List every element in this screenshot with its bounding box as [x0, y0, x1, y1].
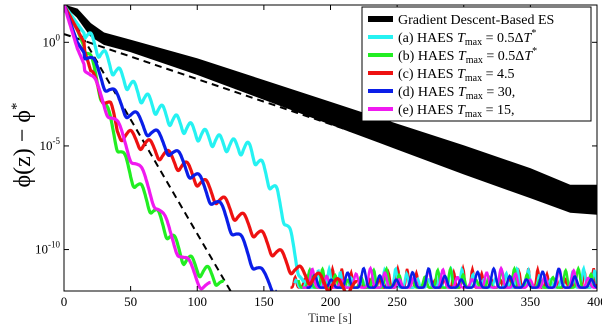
legend: Gradient Descent-Based ES(a) HAES Tmax =… [361, 6, 592, 122]
legend-box [361, 6, 592, 122]
x-tick-label: 50 [124, 294, 137, 309]
legend-entry: (d) HAES Tmax = 30, [398, 85, 515, 102]
series-line-d [64, 5, 279, 291]
series-line-b [64, 5, 225, 287]
legend-entry: (b) HAES Tmax = 0.5ΔT* [398, 46, 537, 66]
y-axis-label: ϕ(z) − ϕ* [9, 103, 36, 188]
y-axis-label-text: ϕ(z) − ϕ [10, 110, 36, 187]
series-line-e [64, 5, 212, 291]
series-layer [64, 5, 597, 291]
x-tick-label: 250 [387, 294, 407, 309]
axes: 0 50 100 150 200 250 300 350 400 100 10-5 10-10 [35, 4, 602, 309]
series-line-gradient-descent-es [64, 5, 597, 215]
x-tick-label: 150 [254, 294, 274, 309]
x-tick-label: 100 [188, 294, 208, 309]
x-tick-label: 200 [321, 294, 341, 309]
y-tick-label: 100 [43, 32, 61, 49]
y-axis-label-sup: * [9, 103, 25, 111]
series-line-c [64, 5, 359, 291]
y-tick-label: 10-10 [35, 240, 60, 257]
x-axis-label: Time [s] [308, 310, 352, 325]
legend-entry: (a) HAES Tmax = 0.5ΔT* [398, 28, 536, 48]
legend-entry: (e) HAES Tmax = 15, [398, 103, 515, 120]
floor-oscillation-4 [306, 266, 597, 289]
legend-entry: (c) HAES Tmax = 4.5 [398, 67, 515, 84]
y-tick-label: 10-5 [40, 136, 61, 153]
x-tick-label: 300 [454, 294, 474, 309]
series-line-a [64, 5, 306, 284]
legend-entry: Gradient Descent-Based ES [398, 13, 554, 28]
x-tick-label: 0 [61, 294, 68, 309]
x-tick-label: 350 [521, 294, 541, 309]
x-tick-label: 400 [587, 294, 602, 309]
